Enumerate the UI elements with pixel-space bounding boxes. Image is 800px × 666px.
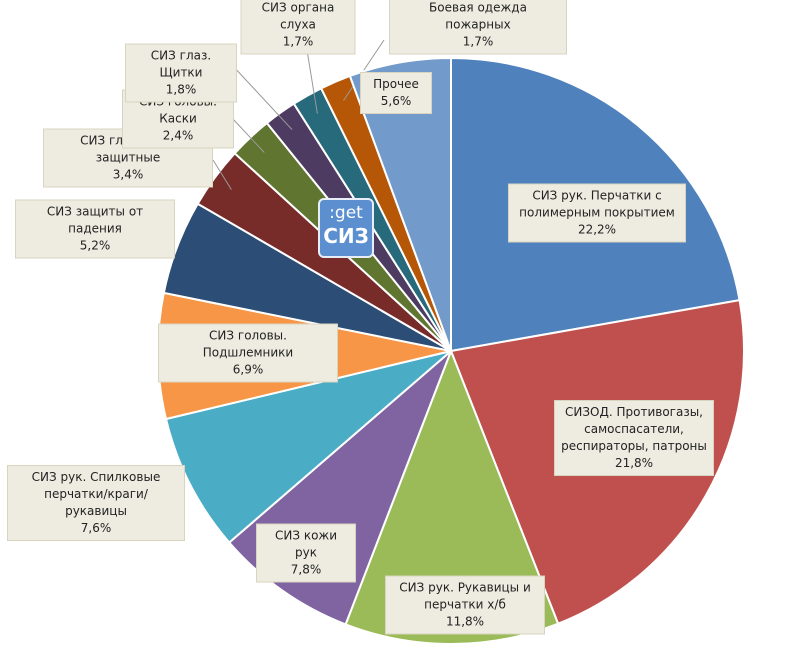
label-value: 1,7% — [282, 34, 314, 49]
data-label: СИЗОД. Противогазы, самоспасатели, респи… — [554, 400, 714, 476]
label-name: СИЗ глаз. Щитки — [150, 48, 212, 80]
logo: :get СИЗ — [318, 198, 374, 258]
data-label: СИЗ защиты от падения 5,2% — [15, 199, 175, 259]
label-name: Боевая одежда пожарных — [429, 0, 527, 32]
label-value: 11,8% — [445, 614, 485, 629]
data-label: СИЗ органа слуха 1,7% — [240, 0, 356, 55]
label-name: СИЗ органа слуха — [261, 0, 335, 32]
label-value: 6,9% — [232, 362, 264, 377]
logo-text: :get — [329, 203, 363, 223]
label-value: 3,4% — [112, 167, 144, 182]
label-name: СИЗ рук. Рукавицы и перчатки х/б — [399, 580, 531, 612]
logo-text: СИЗ — [323, 224, 369, 248]
data-label: СИЗ рук. Рукавицы и перчатки х/б 11,8% — [385, 575, 545, 635]
data-label: СИЗ рук. Спилковые перчатки/краги/рукави… — [7, 465, 185, 541]
label-name: СИЗ рук. Перчатки с полимерным покрытием — [519, 188, 675, 220]
data-label: СИЗ кожи рук 7,8% — [256, 523, 356, 583]
label-value: 1,8% — [165, 82, 197, 97]
label-value: 1,7% — [462, 34, 494, 49]
label-name: СИЗ головы. Подшлемники — [202, 328, 294, 360]
pie-slice — [164, 350, 452, 544]
label-value: 2,4% — [162, 128, 194, 143]
data-label: СИЗ глаз. Щитки 1,8% — [125, 43, 237, 103]
label-value: 22,2% — [577, 222, 617, 237]
label-value: 7,8% — [290, 562, 322, 577]
label-name: СИЗОД. Противогазы, самоспасатели, респи… — [561, 405, 707, 453]
pie-slice — [348, 56, 452, 352]
leader-line — [231, 117, 265, 153]
label-name: СИЗ защиты от падения — [46, 204, 144, 236]
label-name: СИЗ рук. Спилковые перчатки/краги/рукави… — [31, 470, 161, 518]
label-name: Прочее — [373, 77, 419, 91]
label-value: 21,8% — [614, 456, 654, 470]
data-label: СИЗ рук. Перчатки с полимерным покрытием… — [508, 183, 686, 243]
leader-line — [305, 43, 318, 114]
leader-line — [231, 64, 293, 130]
label-value: 5,2% — [79, 238, 111, 253]
label-name: СИЗ кожи рук — [274, 528, 338, 560]
leader-line — [212, 159, 232, 190]
label-value: 7,6% — [80, 521, 112, 535]
data-label: Боевая одежда пожарных 1,7% — [389, 0, 567, 55]
label-value: 5,6% — [380, 94, 412, 108]
data-label: Прочее 5,6% — [360, 72, 432, 114]
data-label: СИЗ головы. Подшлемники 6,9% — [158, 323, 338, 383]
